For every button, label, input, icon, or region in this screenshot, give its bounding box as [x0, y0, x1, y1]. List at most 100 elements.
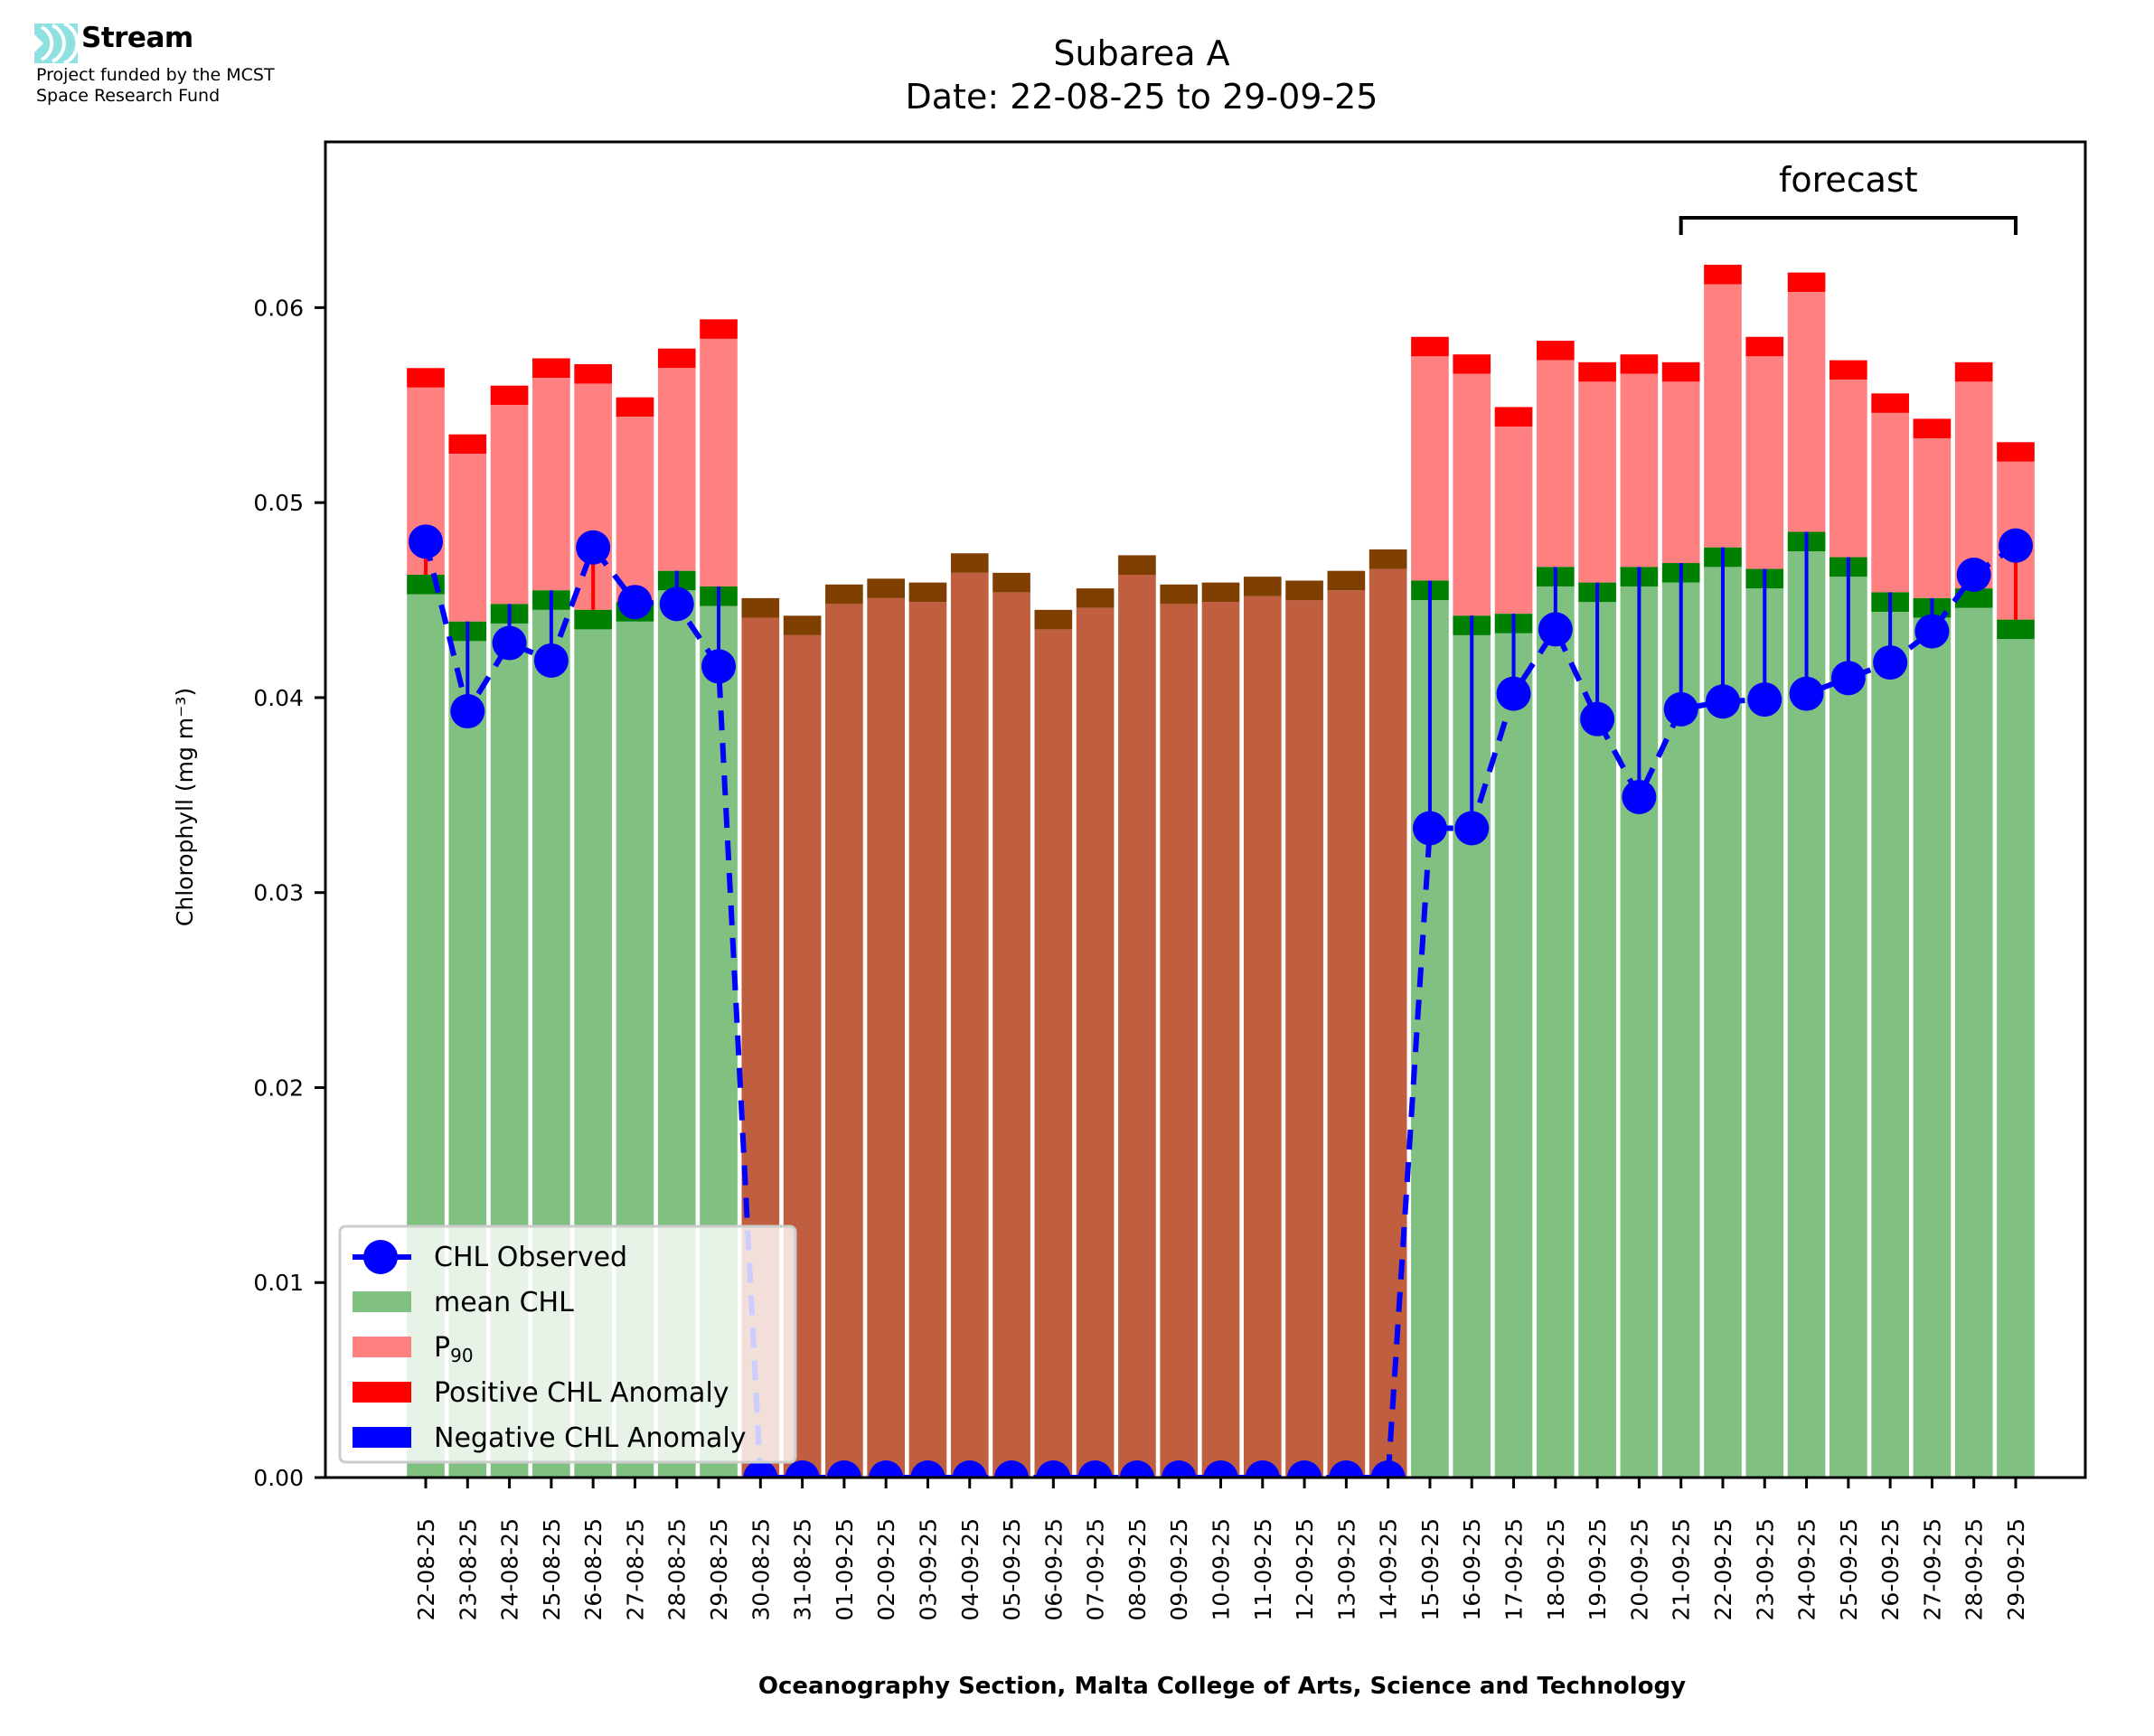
x-tick-label: 07-09-25: [1083, 1518, 1109, 1620]
observed-point: [743, 1460, 778, 1478]
legend-label: CHL Observed: [434, 1242, 627, 1273]
legend-item: Positive CHL Anomaly: [353, 1377, 729, 1409]
observed-point: [1245, 1460, 1280, 1478]
p90-cap: [1954, 361, 1993, 382]
x-tick-label: 25-08-25: [539, 1518, 565, 1620]
p90-bar: [448, 454, 487, 622]
p90-bar: [1913, 437, 1952, 598]
mean-bar-cap: [1954, 588, 1993, 608]
x-axis: 22-08-25 23-08-25 24-08-25 25-08-25 26-08-25…: [413, 1478, 2029, 1620]
x-tick-label: 28-08-25: [664, 1518, 691, 1620]
x-tick-label: 22-08-25: [413, 1518, 439, 1620]
nodata-bar: [1034, 629, 1073, 1478]
p90-bar: [1829, 380, 1867, 558]
nodata-bar-cap: [908, 582, 947, 603]
nodata-bar: [1160, 604, 1199, 1478]
x-axis-label: Oceanography Section, Malta College of A…: [758, 1673, 1686, 1700]
legend-label: Negative CHL Anomaly: [434, 1422, 747, 1454]
nodata-bar: [1243, 596, 1282, 1478]
nodata-bar: [992, 592, 1030, 1478]
p90-bar: [1536, 360, 1575, 568]
p90-cap: [1411, 336, 1449, 357]
x-tick-label: 13-09-25: [1333, 1518, 1359, 1620]
x-tick-label: 24-08-25: [497, 1518, 523, 1620]
mean-bar: [1913, 617, 1952, 1478]
observed-point: [785, 1460, 820, 1478]
p90-bar: [490, 405, 529, 605]
nodata-bar: [1201, 602, 1240, 1478]
observed-line: [423, 540, 2018, 1478]
observed-point: [1956, 558, 1991, 593]
observed-point: [1496, 676, 1531, 711]
p90-bar: [1704, 284, 1742, 548]
p90-cap: [1661, 361, 1700, 382]
x-tick-label: 04-09-25: [957, 1518, 983, 1620]
y-tick-label: 0.05: [253, 490, 304, 516]
legend-marker-swatch: [363, 1240, 398, 1274]
nodata-bar: [908, 602, 947, 1478]
p90-cap: [1745, 336, 1784, 357]
observed-point: [952, 1460, 987, 1478]
x-tick-label: 11-09-25: [1250, 1518, 1276, 1620]
x-tick-label: 28-09-25: [1961, 1518, 1988, 1620]
nodata-bar-cap: [741, 597, 780, 618]
x-tick-label: 02-09-25: [873, 1518, 899, 1620]
logo-name: Stream: [81, 22, 193, 54]
legend-item: Negative CHL Anomaly: [353, 1422, 747, 1454]
chart-title: Subarea A: [1053, 33, 1229, 73]
p90-bar: [532, 378, 570, 591]
observed-point: [1119, 1460, 1154, 1478]
p90-bar: [1954, 381, 1993, 589]
nodata-bar-cap: [992, 572, 1030, 593]
x-tick-label: 23-09-25: [1752, 1518, 1778, 1620]
x-tick-label: 14-09-25: [1376, 1518, 1402, 1620]
observed-point: [617, 585, 653, 620]
p90-cap: [448, 434, 487, 455]
p90-bar: [1578, 381, 1616, 583]
observed-point: [1999, 528, 2033, 563]
mean-bar: [1704, 567, 1742, 1478]
observed-point: [826, 1460, 861, 1478]
p90-cap: [1704, 264, 1742, 285]
legend-item: CHL Observed: [353, 1240, 627, 1274]
legend-patch-swatch: [353, 1382, 411, 1403]
observed-point: [701, 649, 737, 684]
legend-patch-swatch: [353, 1427, 411, 1448]
legend-patch-swatch: [353, 1337, 411, 1357]
observed-point: [1454, 811, 1490, 846]
nodata-bar-cap: [825, 584, 863, 605]
legend-patch-swatch: [353, 1291, 411, 1312]
axes-border: [324, 140, 2087, 1479]
nodata-bar-cap: [1201, 582, 1240, 603]
nodata-bar-cap: [950, 553, 989, 573]
p90-cap: [616, 397, 654, 418]
observed-point: [910, 1460, 945, 1478]
y-tick-label: 0.03: [253, 880, 304, 906]
y-tick-label: 0.02: [253, 1074, 304, 1101]
p90-cap: [1829, 360, 1867, 380]
x-tick-label: 27-09-25: [1919, 1518, 1945, 1620]
observed-point: [1580, 701, 1615, 737]
logo-subtitle-line1: Project funded by the MCST: [36, 65, 275, 85]
axes-frame: [324, 140, 2087, 1479]
p90-cap: [407, 368, 445, 388]
observed-point: [1036, 1460, 1071, 1478]
observed-point: [1663, 691, 1698, 727]
observed-point: [1287, 1460, 1322, 1478]
observed-point: [1705, 684, 1740, 719]
nodata-bar-cap: [1118, 555, 1156, 576]
observed-point: [1203, 1460, 1238, 1478]
p90-bar: [1620, 373, 1659, 568]
stream-waves-icon: [34, 23, 78, 63]
x-tick-label: 27-08-25: [622, 1518, 648, 1620]
mean-bar: [1494, 633, 1533, 1478]
p90-cap: [574, 363, 612, 384]
nodata-bar-cap: [783, 615, 822, 635]
nodata-bar: [867, 597, 906, 1478]
observed-series: [409, 524, 2033, 1478]
p90-cap: [1494, 407, 1533, 427]
x-tick-label: 10-09-25: [1209, 1518, 1235, 1620]
mean-bar: [1997, 639, 2035, 1478]
p90-cap: [1787, 272, 1826, 293]
